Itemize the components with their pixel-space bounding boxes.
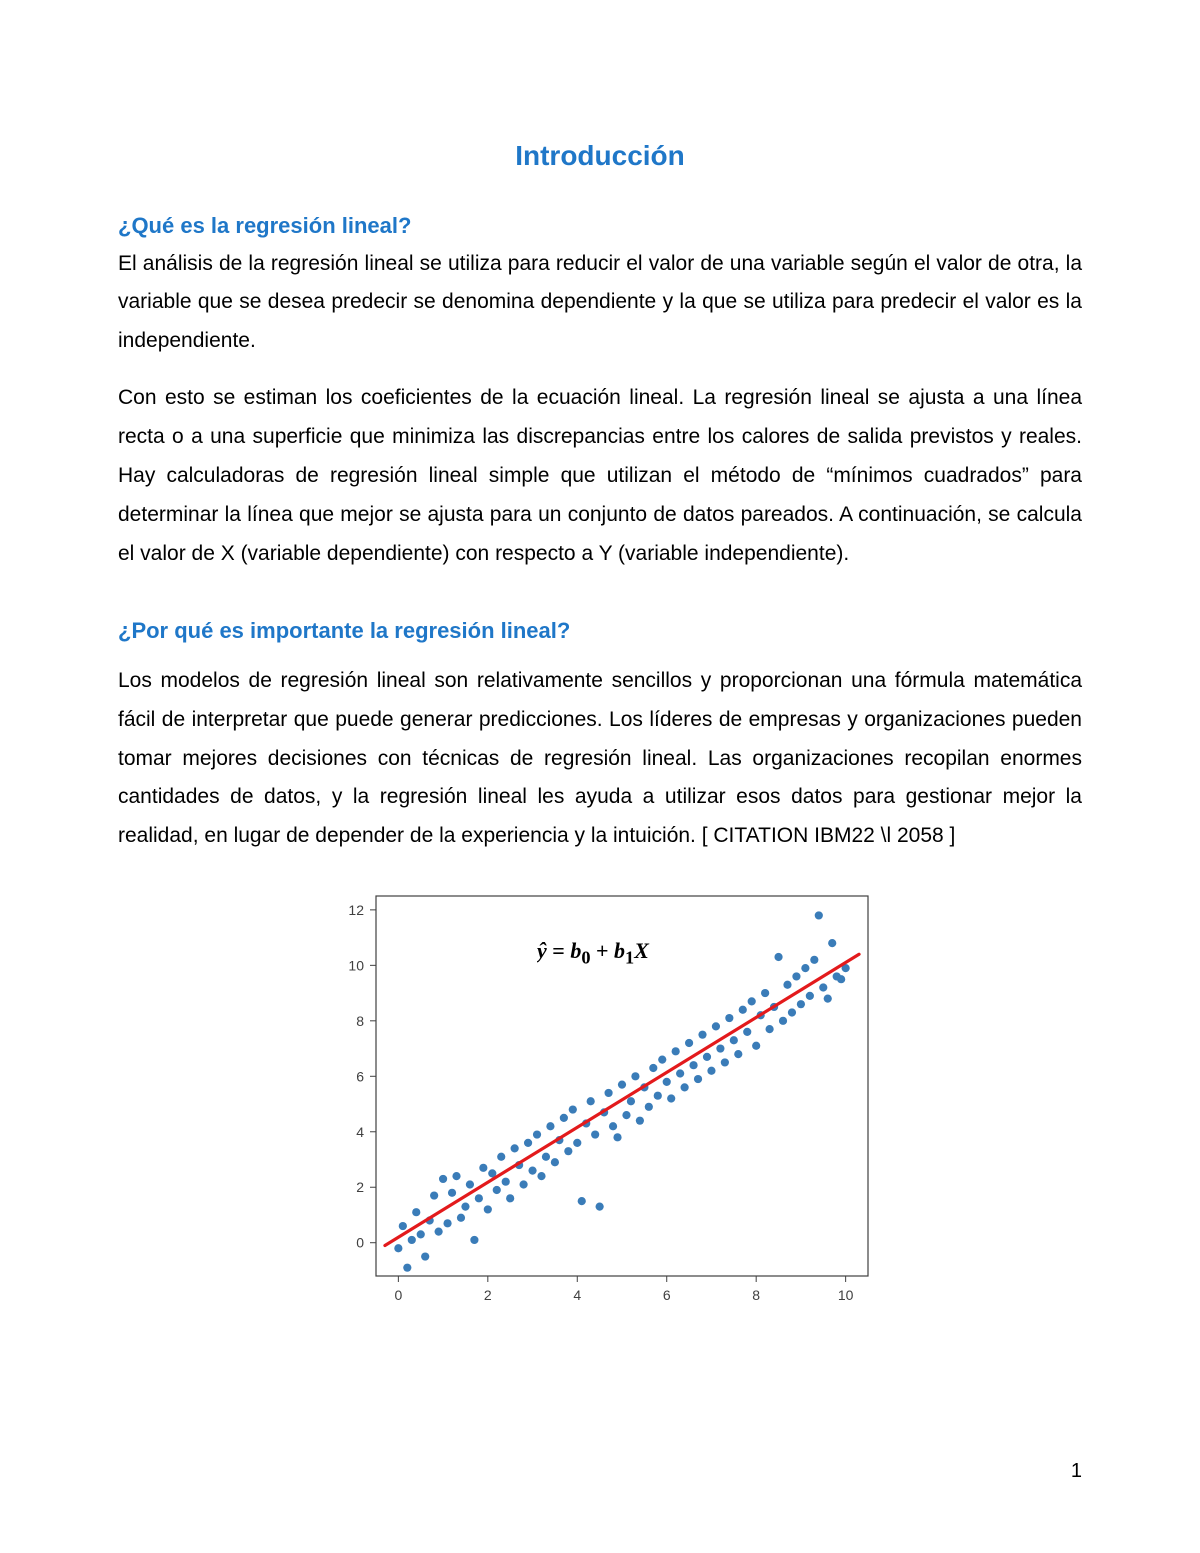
section2-heading: ¿Por qué es importante la regresión line… (118, 617, 1082, 646)
svg-text:0: 0 (394, 1287, 402, 1303)
svg-text:2: 2 (356, 1179, 364, 1195)
svg-text:8: 8 (752, 1287, 760, 1303)
svg-text:0: 0 (356, 1235, 364, 1251)
section1-paragraph-1: El análisis de la regresión lineal se ut… (118, 245, 1082, 362)
svg-text:10: 10 (838, 1287, 854, 1303)
page-number: 1 (1071, 1460, 1082, 1483)
document-page: Introducción ¿Qué es la regresión lineal… (0, 0, 1200, 1553)
svg-text:6: 6 (356, 1068, 364, 1084)
svg-text:10: 10 (348, 957, 364, 973)
scatter-chart: 0 2 4 6 8 10 0 2 4 6 8 10 12 ŷ = b0 + b1X (320, 884, 880, 1324)
svg-text:2: 2 (484, 1287, 492, 1303)
svg-text:4: 4 (573, 1287, 581, 1303)
scatter-chart-container: 0 2 4 6 8 10 0 2 4 6 8 10 12 ŷ = b0 + b1X (118, 884, 1082, 1324)
page-title: Introducción (118, 140, 1082, 172)
svg-text:6: 6 (663, 1287, 671, 1303)
svg-text:8: 8 (356, 1013, 364, 1029)
svg-text:12: 12 (348, 902, 364, 918)
section1-heading: ¿Qué es la regresión lineal? (118, 212, 1082, 241)
svg-text:4: 4 (356, 1124, 364, 1140)
section2-paragraph-1: Los modelos de regresión lineal son rela… (118, 662, 1082, 856)
section1-paragraph-2: Con esto se estiman los coeficientes de … (118, 379, 1082, 573)
chart-equation: ŷ = b0 + b1X (537, 938, 797, 968)
